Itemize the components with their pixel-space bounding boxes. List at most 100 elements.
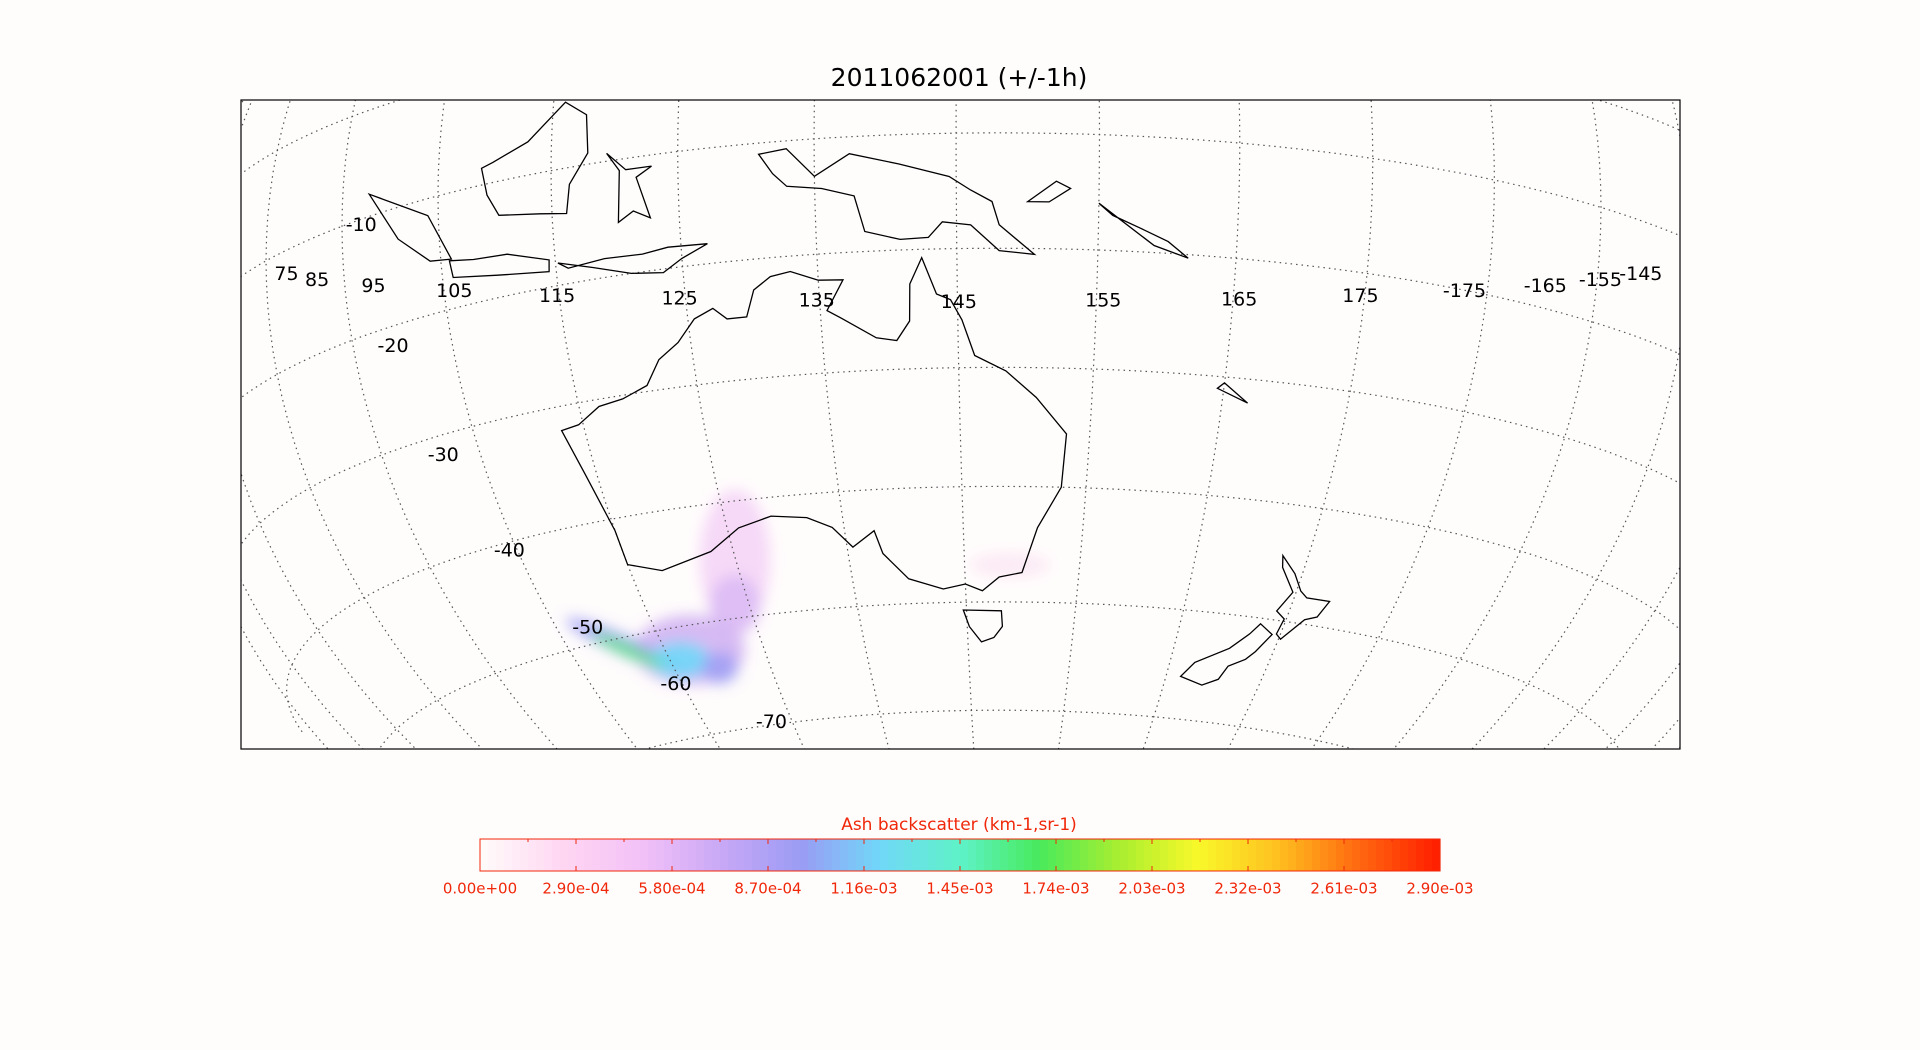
colorbar-cell bbox=[528, 839, 537, 871]
colorbar-cell bbox=[1048, 839, 1057, 871]
colorbar-cell bbox=[1424, 839, 1433, 871]
colorbar-cell bbox=[1344, 839, 1353, 871]
colorbar-cell bbox=[1328, 839, 1337, 871]
lon-label: 175 bbox=[1342, 285, 1378, 307]
lat-label: -40 bbox=[494, 540, 525, 562]
colorbar-cell bbox=[744, 839, 753, 871]
colorbar-cell bbox=[976, 839, 985, 871]
colorbar-cell bbox=[1056, 839, 1065, 871]
coastline bbox=[448, 253, 550, 279]
lon-label: 145 bbox=[941, 291, 977, 313]
parallel bbox=[378, 601, 1620, 749]
colorbar-cell bbox=[1008, 839, 1017, 871]
colorbar-cell bbox=[1192, 839, 1201, 871]
parallel bbox=[642, 709, 1356, 749]
lat-label: -10 bbox=[346, 214, 377, 236]
meridian bbox=[634, 982, 1000, 1025]
colorbar-cell bbox=[896, 839, 905, 871]
meridian bbox=[999, 1012, 1109, 1047]
colorbar-title: Ash backscatter (km-1,sr-1) bbox=[841, 815, 1077, 835]
colorbar-cell bbox=[1368, 839, 1377, 871]
colorbar-cell bbox=[840, 839, 849, 871]
lon-label: -175 bbox=[1443, 280, 1486, 302]
colorbar-cell bbox=[1320, 839, 1329, 871]
colorbar-cell bbox=[1208, 839, 1217, 871]
lat-label: -60 bbox=[660, 673, 691, 695]
colorbar-cell bbox=[880, 839, 889, 871]
colorbar-cell bbox=[776, 839, 785, 871]
colorbar-cell bbox=[920, 839, 929, 871]
colorbar-cell bbox=[808, 839, 817, 871]
meridian bbox=[717, 1011, 1000, 1031]
colorbar-cell bbox=[624, 839, 633, 871]
colorbar-cell bbox=[1040, 839, 1049, 871]
colorbar-cell bbox=[1304, 839, 1313, 871]
meridian bbox=[859, 1012, 999, 1045]
ash-plume bbox=[565, 490, 1050, 685]
meridian bbox=[1310, 100, 1496, 749]
colorbar-cell bbox=[1296, 839, 1305, 871]
lon-label: -155 bbox=[1579, 269, 1622, 291]
colorbar-cell bbox=[584, 839, 593, 871]
lon-label: 155 bbox=[1085, 290, 1121, 312]
colorbar-cell bbox=[616, 839, 625, 871]
colorbar-cell bbox=[512, 839, 521, 871]
colorbar-cell bbox=[1112, 839, 1121, 871]
lat-label: -30 bbox=[428, 444, 459, 466]
meridian bbox=[1651, 717, 1680, 749]
colorbar-cell bbox=[1280, 839, 1289, 871]
lon-label: -165 bbox=[1524, 275, 1567, 297]
colorbar-cell bbox=[1136, 839, 1145, 871]
meridian bbox=[999, 1012, 1014, 1050]
meridian bbox=[1471, 100, 1680, 749]
coastline bbox=[1216, 382, 1249, 404]
colorbar-cell bbox=[1336, 839, 1345, 871]
colorbar-cell bbox=[912, 839, 921, 871]
colorbar-cell bbox=[1064, 839, 1073, 871]
colorbar-cell bbox=[736, 839, 745, 871]
colorbar-tick-label: 2.32e-03 bbox=[1214, 880, 1281, 898]
lon-label: 135 bbox=[799, 290, 835, 312]
meridian bbox=[999, 1012, 1062, 1050]
colorbar-cell bbox=[888, 839, 897, 871]
colorbar-cell bbox=[544, 839, 553, 871]
coastline bbox=[367, 192, 453, 262]
colorbar-cell bbox=[648, 839, 657, 871]
colorbar-cell bbox=[1176, 839, 1185, 871]
colorbar-cell bbox=[520, 839, 529, 871]
colorbar-cell bbox=[1120, 839, 1129, 871]
coastline bbox=[480, 101, 589, 216]
colorbar-cell bbox=[848, 839, 857, 871]
colorbar-cell bbox=[504, 839, 513, 871]
meridian bbox=[492, 908, 999, 1019]
colorbar-cell bbox=[496, 839, 505, 871]
lon-label: -145 bbox=[1619, 263, 1662, 285]
colorbar-cell bbox=[1080, 839, 1089, 871]
colorbar-cell bbox=[944, 839, 953, 871]
colorbar-cell bbox=[1152, 839, 1161, 871]
colorbar-tick-label: 8.70e-04 bbox=[734, 880, 801, 898]
colorbar-cell bbox=[1184, 839, 1193, 871]
colorbar-cell bbox=[712, 839, 721, 871]
lon-label: 85 bbox=[305, 269, 329, 291]
colorbar-cell bbox=[1232, 839, 1241, 871]
colorbar-cell bbox=[704, 839, 713, 871]
colorbar-cell bbox=[1016, 839, 1025, 871]
colorbar-cell bbox=[1360, 839, 1369, 871]
lat-label: -50 bbox=[572, 617, 603, 639]
coastline bbox=[1025, 180, 1072, 203]
colorbar-cell bbox=[1200, 839, 1209, 871]
lat-label: -70 bbox=[756, 711, 787, 733]
colorbar-cell bbox=[568, 839, 577, 871]
colorbar-cell bbox=[680, 839, 689, 871]
meridian bbox=[798, 1012, 999, 1039]
colorbar-cell bbox=[904, 839, 913, 871]
colorbar-cell bbox=[1264, 839, 1273, 871]
lat-label: -20 bbox=[378, 335, 409, 357]
colorbar-cell bbox=[768, 839, 777, 871]
coastline bbox=[557, 243, 708, 275]
colorbar-cell bbox=[576, 839, 585, 871]
colorbar-cell bbox=[688, 839, 697, 871]
colorbar-cell bbox=[480, 839, 489, 871]
colorbar-cell bbox=[592, 839, 601, 871]
